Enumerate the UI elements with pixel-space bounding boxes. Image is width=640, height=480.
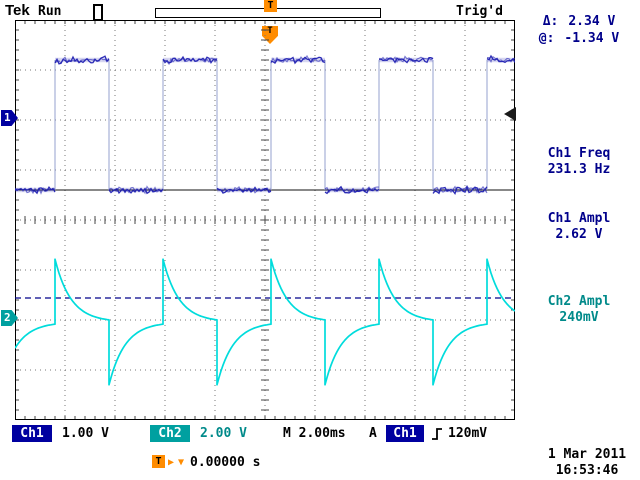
measurement-ch2-ampl-value: 240mV	[559, 310, 599, 325]
down-arrow-icon: ▼	[178, 457, 185, 468]
time-readout: 16:53:46	[555, 463, 619, 478]
right-arrow-icon: ▶	[168, 457, 175, 468]
cursor-at-readout: @: -1.34 V	[520, 31, 638, 46]
trigger-level-readout: 120mV	[448, 426, 488, 441]
horizontal-position-readout: 0.00000 s	[190, 455, 261, 470]
measurement-ch1-ampl-value: 2.62 V	[555, 227, 603, 242]
cursor-delta-label: Δ:	[542, 14, 559, 29]
measurement-ch1-ampl-label: Ch1 Ampl	[547, 211, 611, 226]
cursor-delta-value: 2.34 V	[568, 14, 616, 29]
rising-edge-icon	[432, 428, 442, 440]
measurement-ch1-freq-label: Ch1 Freq	[547, 146, 611, 161]
ch1-scale-readout: 1.00 V	[62, 426, 109, 441]
cursor-at-value: -1.34 V	[564, 31, 620, 46]
measurement-ch2-ampl-label: Ch2 Ampl	[547, 294, 611, 309]
date-readout: 1 Mar 2011	[547, 447, 627, 462]
tek-logo: Tek	[5, 2, 30, 19]
trigger-type-label: A	[369, 426, 377, 441]
graticule-svg	[15, 20, 515, 420]
ch2-scale-readout: 2.00 V	[200, 426, 247, 441]
trigger-status: Trig'd	[456, 4, 503, 19]
cursor-at-label: @:	[538, 31, 555, 46]
ch1-badge: Ch1	[12, 425, 52, 442]
measurement-ch1-freq-value: 231.3 Hz	[547, 162, 611, 177]
trigger-source-badge: Ch1	[386, 425, 424, 442]
timebase-readout: M 2.00ms	[283, 426, 346, 441]
acquisition-indicator-icon	[93, 4, 103, 21]
horizontal-position-t-icon: T	[152, 455, 165, 468]
trigger-position-t-icon: T	[264, 0, 277, 12]
ch2-badge: Ch2	[150, 425, 190, 442]
ch1-ground-marker: 1	[1, 110, 18, 126]
cursor-delta-readout: Δ: 2.34 V	[520, 14, 638, 29]
ch2-ground-marker: 2	[1, 310, 18, 326]
trigger-level-arrow-icon	[504, 107, 516, 121]
acquisition-status: Run	[38, 4, 62, 19]
